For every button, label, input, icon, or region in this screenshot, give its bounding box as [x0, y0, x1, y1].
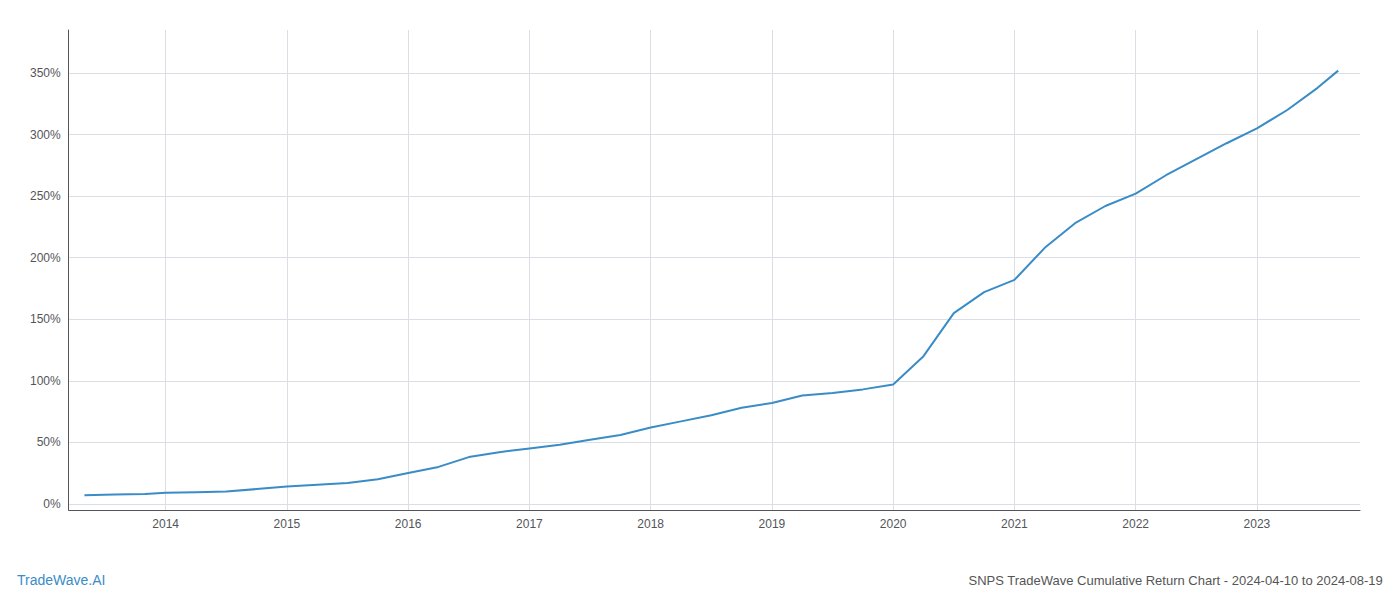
svg-text:50%: 50%: [37, 435, 61, 449]
svg-text:250%: 250%: [30, 189, 61, 203]
svg-text:SNPS TradeWave Cumulative Retu: SNPS TradeWave Cumulative Return Chart -…: [968, 573, 1382, 588]
svg-text:200%: 200%: [30, 251, 61, 265]
svg-text:350%: 350%: [30, 66, 61, 80]
svg-text:2023: 2023: [1244, 517, 1271, 531]
svg-text:150%: 150%: [30, 312, 61, 326]
svg-text:2020: 2020: [880, 517, 907, 531]
svg-text:2019: 2019: [759, 517, 786, 531]
svg-text:2015: 2015: [274, 517, 301, 531]
svg-text:2016: 2016: [395, 517, 422, 531]
svg-text:100%: 100%: [30, 374, 61, 388]
svg-text:2018: 2018: [637, 517, 664, 531]
svg-text:300%: 300%: [30, 128, 61, 142]
svg-text:2021: 2021: [1001, 517, 1028, 531]
svg-text:2022: 2022: [1122, 517, 1149, 531]
svg-text:TradeWave.AI: TradeWave.AI: [17, 572, 105, 588]
svg-text:2014: 2014: [152, 517, 179, 531]
svg-text:0%: 0%: [43, 497, 61, 511]
svg-text:2017: 2017: [516, 517, 543, 531]
